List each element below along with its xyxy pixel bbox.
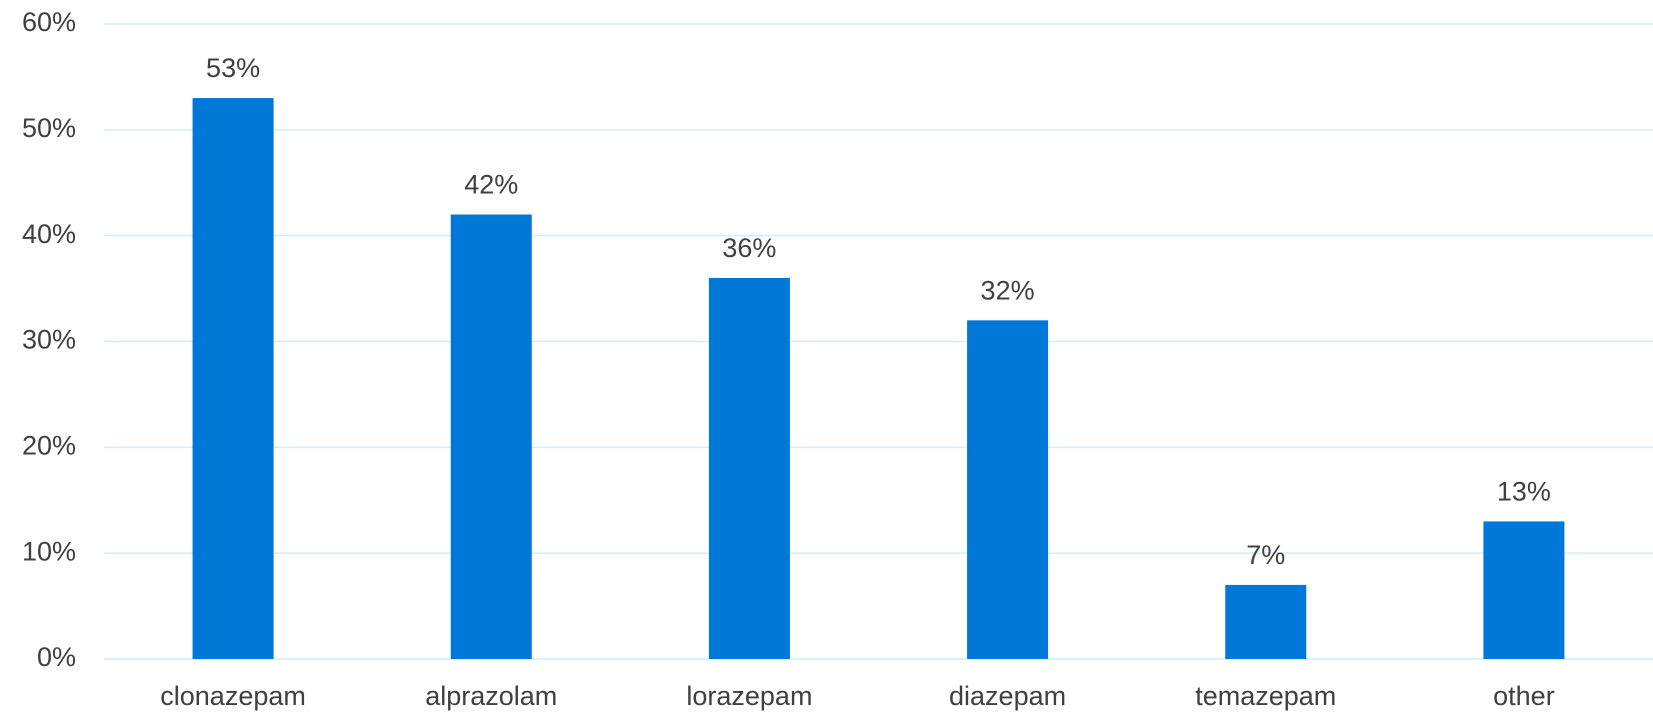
y-tick-label: 40% bbox=[22, 219, 76, 249]
x-tick-label: temazepam bbox=[1195, 681, 1336, 711]
data-label: 32% bbox=[981, 275, 1035, 305]
x-tick-label: lorazepam bbox=[686, 681, 812, 711]
bar bbox=[708, 278, 790, 659]
bar bbox=[1225, 584, 1307, 659]
y-tick-label: 60% bbox=[22, 7, 76, 37]
y-tick-label: 30% bbox=[22, 325, 76, 355]
data-label: 7% bbox=[1246, 540, 1285, 570]
bar bbox=[1483, 521, 1565, 659]
y-tick-label: 0% bbox=[37, 642, 76, 672]
data-label: 53% bbox=[206, 53, 260, 83]
x-tick-label: alprazolam bbox=[425, 681, 557, 711]
y-tick-label: 10% bbox=[22, 536, 76, 566]
data-label: 13% bbox=[1497, 477, 1551, 507]
x-tick-label: diazepam bbox=[949, 681, 1066, 711]
data-label: 36% bbox=[722, 233, 776, 263]
data-label: 42% bbox=[464, 170, 518, 200]
y-tick-label: 50% bbox=[22, 113, 76, 143]
bar bbox=[967, 320, 1049, 659]
x-tick-label: clonazepam bbox=[160, 681, 306, 711]
y-tick-label: 20% bbox=[22, 430, 76, 460]
x-tick-label: other bbox=[1493, 681, 1555, 711]
bar bbox=[450, 214, 532, 659]
bar bbox=[192, 98, 274, 660]
